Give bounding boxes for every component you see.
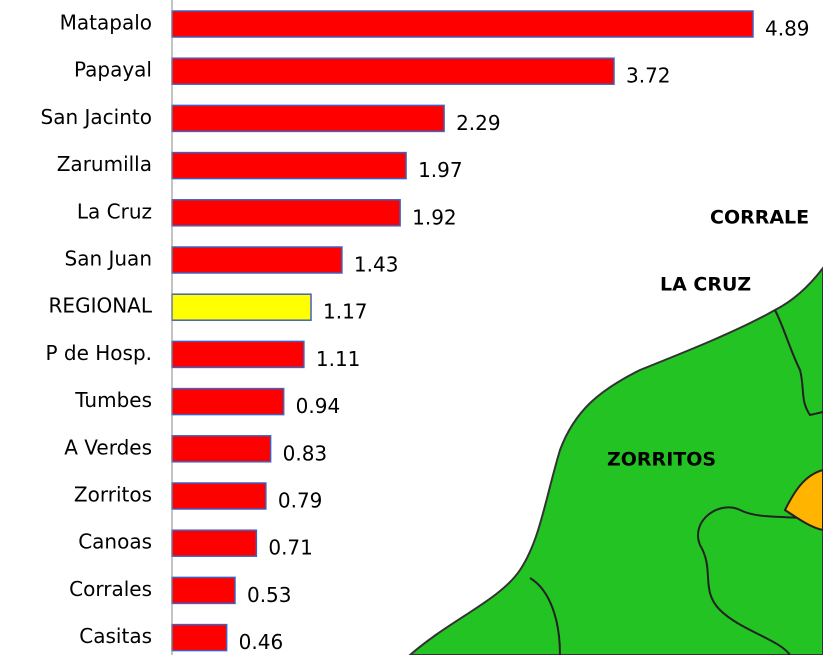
- bar: [171, 482, 267, 510]
- y-tick-label: A Verdes: [64, 435, 152, 459]
- value-label: 2.29: [456, 111, 501, 135]
- bar: [171, 529, 258, 557]
- y-tick-label: Zorritos: [74, 483, 152, 507]
- y-tick-label: Matapalo: [60, 11, 152, 35]
- value-label: 4.89: [765, 17, 810, 41]
- map-region: [783, 468, 823, 532]
- value-label: 1.43: [354, 253, 399, 277]
- value-label: 0.46: [239, 630, 284, 654]
- map: CORRALE LA CRUZ ZORRITOS: [408, 207, 823, 655]
- y-tick-label: Corrales: [69, 577, 152, 601]
- value-label: 1.92: [412, 205, 457, 229]
- value-label: 0.71: [268, 536, 313, 560]
- bar: [171, 623, 228, 652]
- y-tick-label: Papayal: [74, 58, 152, 82]
- map-label: LA CRUZ: [660, 274, 751, 296]
- y-tick-label: Casitas: [79, 624, 152, 648]
- y-tick-label: Zarumilla: [57, 152, 152, 176]
- map-border: [529, 577, 561, 655]
- value-label: 0.53: [247, 583, 292, 607]
- value-label: 1.97: [418, 158, 463, 182]
- bar: [171, 199, 401, 227]
- y-tick-label: Canoas: [78, 530, 152, 554]
- value-label: 0.94: [296, 394, 341, 418]
- map-region: [408, 266, 823, 655]
- y-tick-label: San Juan: [65, 247, 153, 271]
- y-tick-label: La Cruz: [77, 199, 152, 223]
- bar: [171, 435, 272, 463]
- map-label: CORRALE: [710, 207, 809, 229]
- bar: [171, 10, 754, 38]
- bar: [171, 57, 615, 85]
- bar: [171, 576, 236, 605]
- value-label: 1.11: [316, 347, 361, 371]
- y-tick-label: P de Hosp.: [45, 341, 152, 365]
- map-border: [774, 309, 823, 417]
- y-tick-label: REGIONAL: [49, 294, 153, 318]
- bar: [171, 246, 343, 274]
- value-label: 3.72: [626, 64, 671, 88]
- bar: [171, 151, 407, 180]
- value-label: 0.83: [283, 441, 328, 465]
- value-label: 0.79: [278, 489, 323, 513]
- map-label: ZORRITOS: [607, 449, 716, 471]
- value-label: 1.17: [323, 300, 368, 324]
- y-tick-label: San Jacinto: [41, 105, 152, 129]
- bar: [171, 387, 285, 416]
- bar: [171, 104, 445, 133]
- map-border: [697, 506, 823, 655]
- y-tick-label: Tumbes: [74, 388, 152, 412]
- bar: [171, 340, 305, 369]
- bar: [171, 293, 312, 321]
